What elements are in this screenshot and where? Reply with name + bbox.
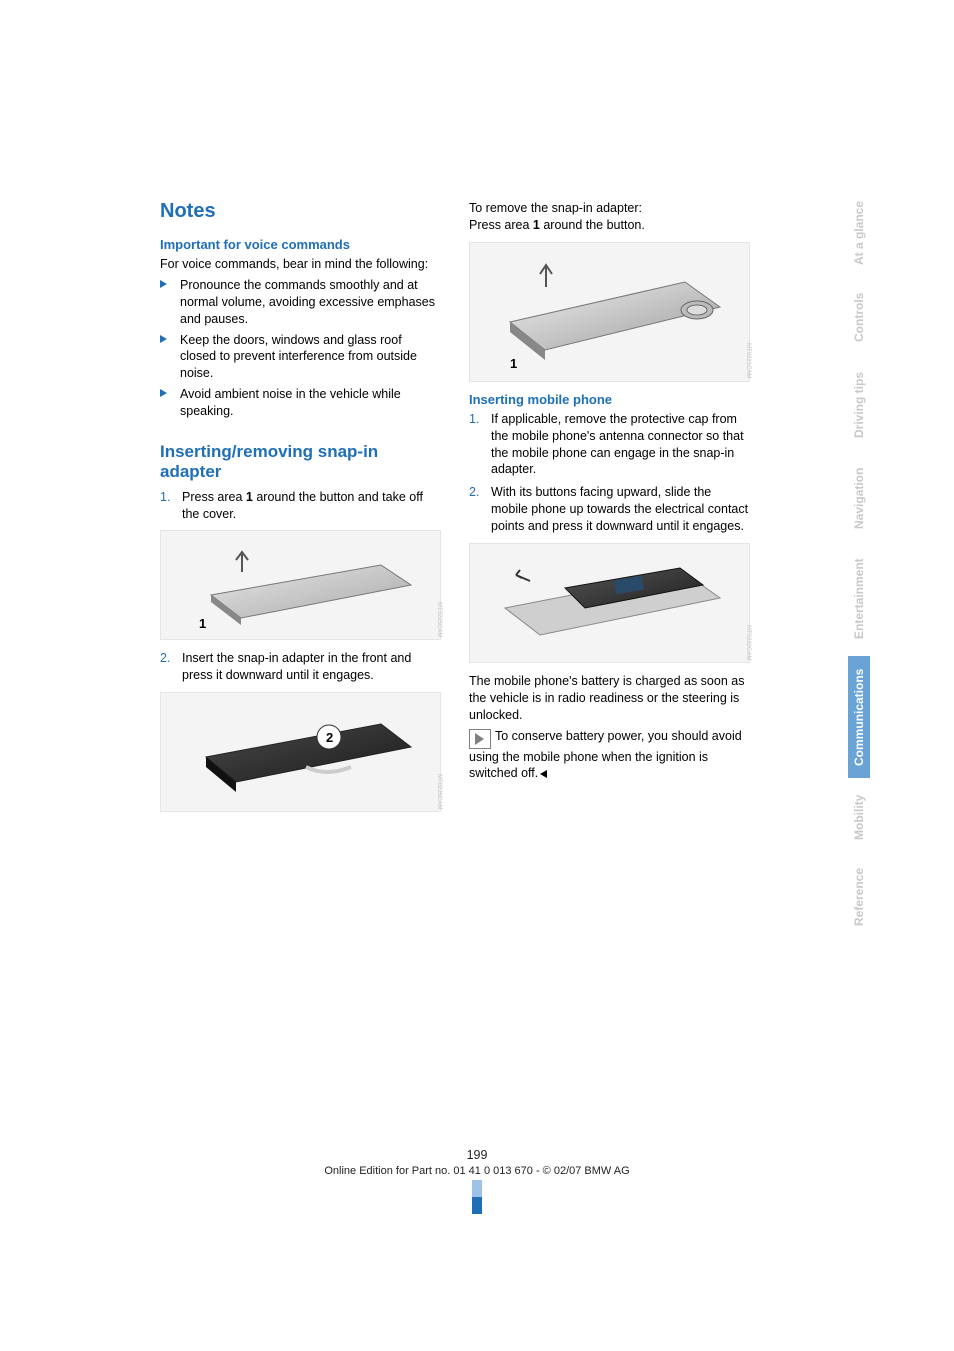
phone-slide-illustration — [485, 553, 735, 653]
remove-line2-bold: 1 — [533, 218, 540, 232]
step-number: 2. — [160, 650, 170, 667]
page-number: 199 — [0, 1148, 954, 1162]
step-text: Insert the snap-in adapter in the front … — [182, 651, 411, 682]
section-tab[interactable]: Mobility — [848, 781, 870, 853]
remove-line2-post: around the button. — [540, 218, 645, 232]
page-content: Notes Important for voice commands For v… — [160, 200, 750, 822]
snapin-heading: Inserting/removing snap-in adapter — [160, 442, 441, 483]
two-column-layout: Notes Important for voice commands For v… — [160, 200, 750, 822]
snapin-steps-2: 2. Insert the snap-in adapter in the fro… — [160, 650, 441, 684]
figure-code: MT0221CAM — [745, 343, 751, 378]
section-tab[interactable]: Driving tips — [848, 358, 870, 451]
step-text-pre: Press area — [182, 490, 246, 504]
figure-code: MT0222CAM — [745, 625, 751, 660]
insert-phone-step: 2. With its buttons facing upward, slide… — [469, 484, 750, 535]
snapin-steps: 1. Press area 1 around the button and ta… — [160, 489, 441, 523]
svg-text:2: 2 — [326, 730, 333, 745]
voice-point-text: Keep the doors, windows and glass roof c… — [180, 333, 417, 381]
adapter-cover-illustration — [181, 540, 421, 630]
triangle-icon — [160, 335, 167, 343]
step-text: If applicable, remove the protective cap… — [491, 412, 744, 477]
section-tab[interactable]: Navigation — [848, 454, 870, 542]
voice-commands-heading: Important for voice commands — [160, 237, 441, 252]
voice-intro-text: For voice commands, bear in mind the fol… — [160, 256, 441, 273]
figure-insert-adapter: 2 MT0226CAM — [160, 692, 441, 812]
insert-phone-steps: 1. If applicable, remove the protective … — [469, 411, 750, 535]
triangle-icon — [160, 389, 167, 397]
figure-remove-adapter: 1 MT0221CAM — [469, 242, 750, 382]
section-tab[interactable]: Communications — [848, 656, 870, 778]
figure-code: MT0226CAM — [436, 774, 442, 809]
voice-point-text: Pronounce the commands smoothly and at n… — [180, 278, 435, 326]
notes-heading: Notes — [160, 200, 441, 223]
left-column: Notes Important for voice commands For v… — [160, 200, 441, 822]
step-text: With its buttons facing upward, slide th… — [491, 485, 748, 533]
step-text-bold: 1 — [246, 490, 253, 504]
remove-line2-pre: Press area — [469, 218, 533, 232]
section-tab[interactable]: Controls — [848, 279, 870, 355]
step-number: 2. — [469, 484, 479, 501]
section-tab[interactable]: At a glance — [848, 190, 870, 276]
step-number: 1. — [469, 411, 479, 428]
right-column: To remove the snap-in adapter: Press are… — [469, 200, 750, 822]
figure-cover-removal: 1 MT0225CAM — [160, 530, 441, 640]
note-text: To conserve battery power, you should av… — [469, 729, 742, 781]
section-tab[interactable]: Entertainment — [848, 545, 870, 653]
note-block: To conserve battery power, you should av… — [469, 728, 750, 783]
snapin-step: 1. Press area 1 around the button and ta… — [160, 489, 441, 523]
figure-code: MT0225CAM — [436, 602, 442, 637]
charge-text: The mobile phone's battery is charged as… — [469, 673, 750, 724]
voice-point: Avoid ambient noise in the vehicle while… — [160, 386, 441, 420]
section-tabs: At a glance Controls Driving tips Navigatio… — [848, 190, 874, 941]
adapter-insert-illustration: 2 — [181, 702, 421, 802]
footer-bar-icon — [472, 1180, 482, 1214]
note-icon — [469, 729, 491, 749]
voice-point-text: Avoid ambient noise in the vehicle while… — [180, 387, 401, 418]
voice-points-list: Pronounce the commands smoothly and at n… — [160, 277, 441, 420]
snapin-step: 2. Insert the snap-in adapter in the fro… — [160, 650, 441, 684]
voice-point: Pronounce the commands smoothly and at n… — [160, 277, 441, 328]
imprint-text: Online Edition for Part no. 01 41 0 013 … — [0, 1165, 954, 1177]
insert-phone-heading: Inserting mobile phone — [469, 392, 750, 407]
page-footer: 199 Online Edition for Part no. 01 41 0 … — [0, 1148, 954, 1214]
end-marker-icon — [540, 770, 547, 778]
figure-phone-slide: MT0222CAM — [469, 543, 750, 663]
figure-callout-1: 1 — [199, 616, 206, 631]
triangle-icon — [160, 280, 167, 288]
adapter-remove-illustration — [485, 252, 735, 372]
remove-adapter-text: To remove the snap-in adapter: Press are… — [469, 200, 750, 234]
remove-line1: To remove the snap-in adapter: — [469, 201, 642, 215]
figure-callout-1: 1 — [510, 356, 517, 371]
voice-point: Keep the doors, windows and glass roof c… — [160, 332, 441, 383]
section-tab[interactable]: Reference — [848, 856, 870, 938]
step-number: 1. — [160, 489, 170, 506]
insert-phone-step: 1. If applicable, remove the protective … — [469, 411, 750, 479]
